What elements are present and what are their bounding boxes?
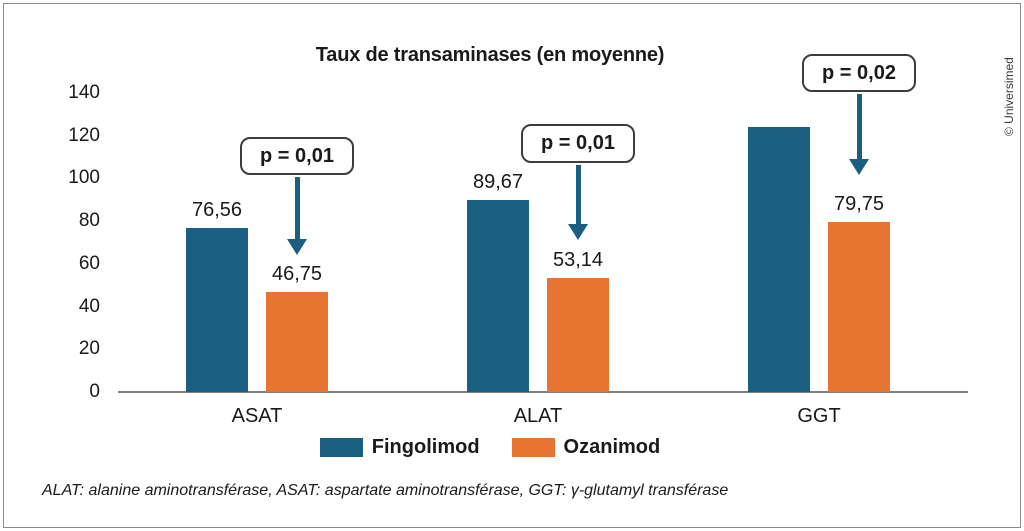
credit: © Universimed [1002, 57, 1016, 136]
y-tick-label-80: 80 [78, 210, 100, 232]
p-value-box-ggt: p = 0,02 [802, 54, 916, 92]
category-label-alat: ALAT [513, 405, 563, 427]
bar-fingolimod-alat [467, 200, 529, 392]
y-tick-label-20: 20 [78, 338, 100, 360]
p-value-box-asat: p = 0,01 [240, 137, 354, 175]
p-value-arrowhead-asat [287, 239, 307, 255]
p-value-box-alat: p = 0,01 [521, 124, 635, 163]
p-value-arrow-alat [575, 165, 581, 224]
value-label-ozanimod-asat: 46,75 [271, 263, 323, 286]
y-tick-label-100: 100 [68, 167, 100, 189]
legend-label-ozanimod: Ozanimod [563, 436, 661, 458]
legend-swatch-fingolimod [319, 438, 363, 457]
bar-ozanimod-ggt [828, 221, 890, 392]
legend: Fingolimod Ozanimod [0, 436, 980, 459]
bar-ozanimod-asat [266, 292, 328, 392]
p-value-arrow-ggt [856, 94, 862, 159]
value-label-fingolimod-asat: 76,56 [191, 199, 243, 222]
legend-swatch-ozanimod [511, 438, 555, 457]
value-label-ozanimod-ggt: 79,75 [833, 192, 885, 215]
category-label-ggt: GGT [797, 405, 841, 427]
category-label-asat: ASAT [231, 405, 283, 427]
bar-fingolimod-ggt [748, 127, 810, 392]
legend-entry-fingolimod: Fingolimod [319, 436, 480, 459]
bar-fingolimod-asat [186, 228, 248, 392]
value-label-ozanimod-alat: 53,14 [552, 249, 604, 272]
value-label-fingolimod-alat: 89,67 [472, 171, 524, 194]
y-tick-label-40: 40 [78, 295, 100, 317]
legend-entry-ozanimod: Ozanimod [511, 436, 661, 459]
legend-label-fingolimod: Fingolimod [371, 436, 480, 458]
y-tick-label-60: 60 [78, 252, 100, 274]
y-tick-label-120: 120 [68, 124, 100, 146]
bar-ozanimod-alat [547, 278, 609, 392]
y-tick-label-140: 140 [68, 81, 100, 103]
y-tick-label-0: 0 [89, 381, 100, 402]
p-value-arrowhead-ggt [849, 159, 869, 175]
x-axis-line [118, 391, 968, 393]
p-value-arrowhead-alat [568, 224, 588, 240]
p-value-arrow-asat [294, 177, 300, 239]
footnote: ALAT: alanine aminotransférase, ASAT: as… [42, 482, 729, 499]
chart-title: Taux de transaminases (en moyenne) [315, 44, 665, 66]
